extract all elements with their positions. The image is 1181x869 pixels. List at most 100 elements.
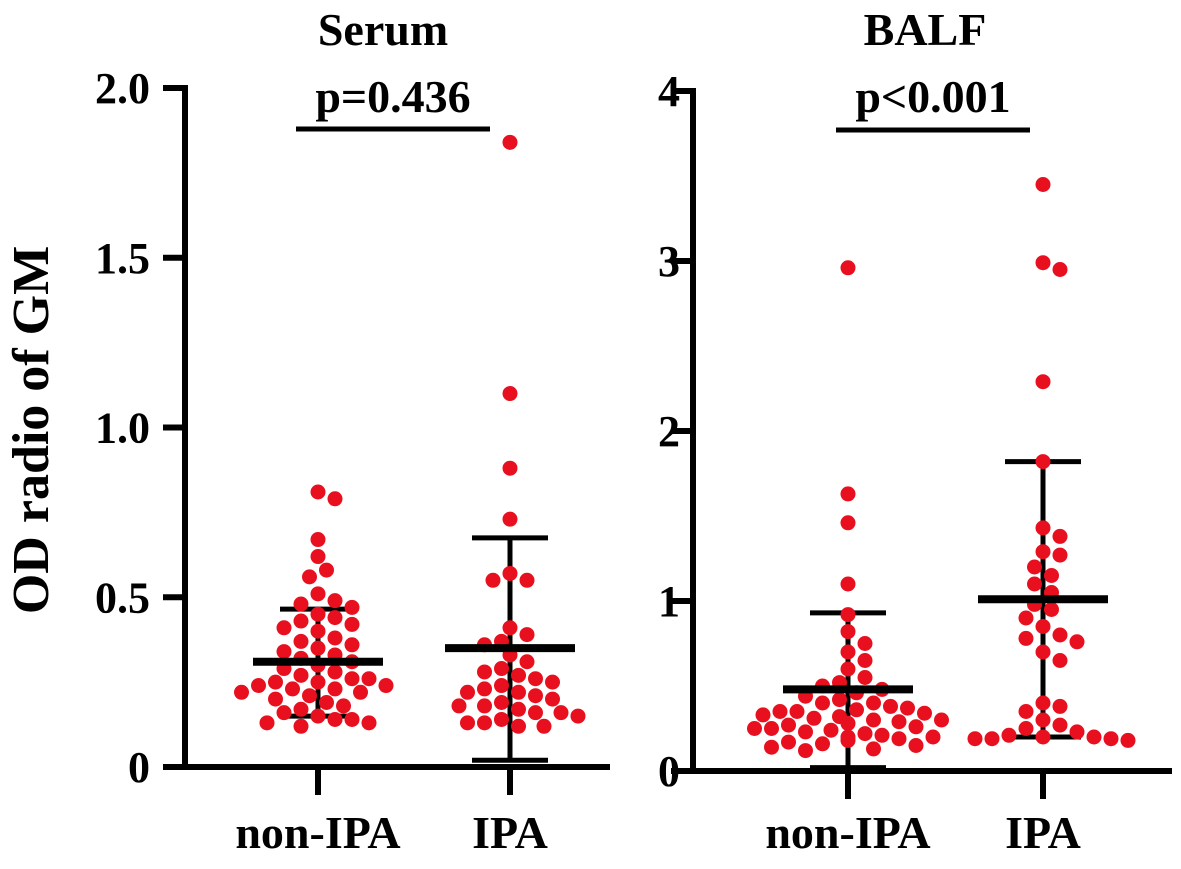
data-point: [310, 532, 326, 548]
y-tick-label: 3: [658, 237, 680, 286]
data-point: [519, 627, 535, 643]
data-point: [485, 572, 501, 588]
x-category-label: IPA: [472, 807, 548, 858]
data-point: [511, 684, 526, 700]
data-point: [798, 724, 813, 740]
data-point: [477, 664, 492, 680]
data-point: [1086, 729, 1102, 745]
data-point: [310, 708, 326, 724]
data-point: [327, 491, 343, 507]
data-point: [1035, 177, 1051, 192]
data-point: [1052, 262, 1068, 277]
data-point: [832, 692, 847, 708]
data-point: [477, 698, 492, 714]
p-value-annotation: p=0.436: [315, 71, 470, 122]
data-point: [1052, 627, 1068, 643]
data-point: [302, 569, 317, 585]
chart-title: Serum: [318, 4, 448, 55]
data-point: [866, 712, 881, 728]
data-point: [967, 731, 983, 747]
data-point: [494, 678, 509, 694]
data-point: [285, 681, 300, 697]
y-axis-label: OD radio of GM: [3, 246, 60, 614]
data-point: [1035, 255, 1051, 271]
data-point: [460, 715, 475, 731]
data-point: [1018, 704, 1034, 719]
data-point: [502, 511, 518, 527]
data-point: [1035, 695, 1051, 711]
data-point: [344, 637, 360, 653]
y-tick-label: 2.0: [95, 64, 150, 113]
data-point: [234, 684, 249, 700]
data-point: [327, 664, 343, 680]
data-point: [840, 515, 856, 531]
data-point: [344, 671, 360, 687]
data-point: [276, 644, 292, 660]
data-point: [570, 708, 586, 724]
data-point: [1035, 644, 1051, 660]
data-point: [1044, 602, 1059, 617]
data-point: [310, 623, 326, 639]
data-point: [1052, 547, 1068, 563]
data-point: [502, 620, 518, 636]
data-point: [327, 630, 343, 646]
data-point: [1018, 630, 1034, 646]
data-point: [1027, 576, 1042, 592]
data-point: [840, 624, 856, 640]
data-point: [344, 599, 360, 615]
y-tick-label: 4: [658, 67, 680, 116]
data-point: [1018, 721, 1034, 736]
data-point: [840, 644, 856, 660]
x-category-label: non-IPA: [765, 807, 930, 858]
data-point: [934, 712, 949, 728]
data-point: [361, 671, 377, 687]
data-point: [857, 636, 873, 651]
data-point: [268, 691, 283, 707]
data-point: [857, 653, 873, 668]
y-tick-label: 2: [658, 407, 680, 456]
data-point: [327, 711, 343, 727]
y-tick-label: 0.5: [95, 573, 150, 622]
data-point: [755, 707, 771, 723]
data-point: [866, 695, 881, 711]
data-point: [310, 586, 326, 602]
y-tick-label: 0: [128, 743, 150, 792]
data-point: [1018, 610, 1034, 626]
data-point: [815, 736, 830, 752]
data-point: [511, 701, 526, 717]
data-point: [866, 741, 881, 757]
p-value-annotation: p<0.001: [855, 71, 1010, 122]
data-point: [908, 738, 924, 753]
data-point: [840, 661, 856, 677]
data-point: [327, 681, 343, 697]
data-point: [806, 710, 822, 726]
data-point: [310, 640, 326, 656]
data-point: [327, 610, 343, 626]
data-point: [528, 705, 543, 721]
data-point: [789, 704, 805, 719]
data-point: [1103, 731, 1119, 747]
data-point: [849, 702, 864, 718]
data-point: [519, 654, 535, 670]
data-point: [336, 698, 351, 714]
data-point: [528, 688, 543, 704]
data-point: [293, 613, 309, 629]
data-point: [891, 731, 907, 747]
data-point: [302, 688, 317, 704]
data-point: [1052, 528, 1068, 544]
data-point: [1035, 374, 1051, 390]
data-point: [1052, 717, 1068, 733]
data-point: [494, 661, 509, 677]
data-point: [251, 678, 266, 694]
data-point: [310, 606, 326, 622]
data-point: [378, 678, 394, 694]
data-point: [840, 607, 856, 623]
data-point: [857, 726, 873, 742]
y-tick-label: 1.5: [95, 234, 150, 283]
data-point: [840, 260, 856, 276]
y-tick-label: 1.0: [95, 404, 150, 453]
data-point: [1052, 653, 1068, 668]
data-point: [874, 727, 890, 743]
data-point: [840, 486, 856, 502]
